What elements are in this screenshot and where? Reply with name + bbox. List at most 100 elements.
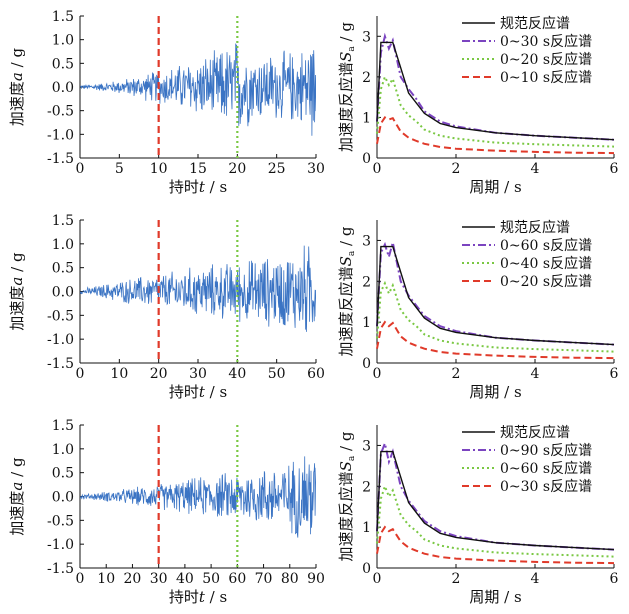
x-axis-label: 周期 / s bbox=[469, 383, 521, 401]
x-tick-label: 10 bbox=[150, 161, 168, 177]
y-tick-label: 0.5 bbox=[52, 466, 74, 482]
y-tick-label: 2 bbox=[362, 70, 371, 86]
y-tick-label: -0.5 bbox=[47, 513, 74, 529]
x-tick-label: 70 bbox=[255, 571, 273, 587]
y-tick-label: -0.5 bbox=[47, 308, 74, 324]
y-tick-label: -1.5 bbox=[47, 151, 74, 167]
x-tick-label: 90 bbox=[307, 571, 325, 587]
y-tick-label: -1.5 bbox=[47, 561, 74, 577]
x-tick-label: 30 bbox=[307, 161, 325, 177]
y-label-unit: / g bbox=[8, 252, 26, 277]
x-label-unit: / s bbox=[205, 178, 227, 196]
x-tick-label: 20 bbox=[228, 161, 246, 177]
spectrum-line bbox=[376, 245, 615, 346]
x-tick-label: 40 bbox=[176, 571, 194, 587]
y-tick-label: 0.0 bbox=[52, 285, 74, 301]
legend-label: 规范反应谱 bbox=[500, 15, 570, 32]
y-tick-label: -0.5 bbox=[47, 104, 74, 120]
spectrum-line bbox=[376, 280, 615, 353]
legend-label: 0~10 s反应谱 bbox=[500, 69, 592, 86]
spectrum-line bbox=[376, 41, 615, 141]
spectrum-line bbox=[376, 320, 615, 360]
x-axis-label: 持时t / s bbox=[169, 588, 227, 606]
y-label-symbol: a bbox=[8, 277, 26, 286]
x-label-name: 周期 bbox=[469, 588, 499, 606]
x-label-unit: / s bbox=[205, 383, 227, 401]
x-tick-label: 0 bbox=[373, 161, 382, 177]
y-label-unit: / g bbox=[337, 431, 355, 456]
spectrum-line bbox=[376, 439, 615, 551]
x-tick-label: 10 bbox=[97, 571, 115, 587]
x-tick-label: 2 bbox=[452, 571, 461, 587]
y-tick-label: 0.5 bbox=[52, 261, 74, 277]
y-tick-label: 0 bbox=[362, 561, 371, 577]
y-tick-label: 1.5 bbox=[52, 213, 74, 229]
x-tick-label: 80 bbox=[281, 571, 299, 587]
y-axis-label: 加速度反应谱Sa / g bbox=[337, 431, 357, 561]
y-tick-label: 0.0 bbox=[52, 80, 74, 96]
y-tick-label: -1.0 bbox=[47, 537, 74, 553]
x-tick-label: 0 bbox=[373, 571, 382, 587]
x-tick-label: 50 bbox=[202, 571, 220, 587]
legend-label: 0~60 s反应谱 bbox=[500, 237, 592, 254]
y-tick-label: 1 bbox=[362, 315, 371, 331]
x-tick-label: 15 bbox=[189, 161, 207, 177]
y-tick-label: 1 bbox=[362, 110, 371, 126]
spectrum-line bbox=[376, 483, 615, 558]
x-tick-label: 60 bbox=[228, 571, 246, 587]
y-label-subscript: a bbox=[347, 250, 357, 256]
y-tick-label: 1.0 bbox=[52, 237, 74, 253]
legend-label: 规范反应谱 bbox=[500, 219, 570, 236]
legend-label: 0~40 s反应谱 bbox=[500, 255, 592, 272]
y-tick-label: 0 bbox=[362, 356, 371, 372]
y-axis-label: 加速度a / g bbox=[8, 48, 26, 127]
legend-label: 规范反应谱 bbox=[500, 424, 570, 441]
legend-label: 0~30 s反应谱 bbox=[500, 33, 592, 50]
spectrum-line bbox=[376, 450, 615, 551]
x-tick-label: 6 bbox=[610, 161, 619, 177]
x-tick-label: 6 bbox=[610, 366, 619, 382]
acceleration-trace bbox=[80, 456, 316, 538]
y-label-subscript: a bbox=[347, 455, 357, 461]
time-history-3: 0 10 20 30 40 50 60 70 80 90 1.5 1.0 0.5 0.0 -0.5 -1.0 -… bbox=[8, 418, 325, 606]
x-tick-label: 50 bbox=[268, 366, 286, 382]
x-tick-label: 0 bbox=[76, 366, 85, 382]
x-tick-label: 6 bbox=[610, 571, 619, 587]
x-label-symbol: t bbox=[199, 383, 206, 401]
x-tick-label: 2 bbox=[452, 161, 461, 177]
y-tick-label: 1.5 bbox=[52, 418, 74, 434]
y-label-name: 加速度反应谱 bbox=[337, 471, 355, 561]
legend-label: 0~60 s反应谱 bbox=[500, 460, 592, 477]
x-label-name: 周期 bbox=[469, 383, 499, 401]
y-label-unit: / g bbox=[8, 48, 26, 73]
y-tick-label: -1.0 bbox=[47, 332, 74, 348]
x-axis-label: 持时t / s bbox=[169, 178, 227, 196]
y-label-name: 加速度 bbox=[8, 81, 26, 126]
x-tick-label: 20 bbox=[124, 571, 142, 587]
y-label-name: 加速度 bbox=[8, 491, 26, 536]
x-tick-label: 4 bbox=[531, 366, 540, 382]
y-tick-label: -1.0 bbox=[47, 127, 74, 143]
x-label-name: 持时 bbox=[169, 383, 199, 401]
x-label-unit: / s bbox=[499, 383, 521, 401]
acceleration-trace bbox=[80, 245, 316, 332]
y-label-unit: / g bbox=[337, 226, 355, 251]
legend-label: 0~90 s反应谱 bbox=[500, 442, 592, 459]
y-label-symbol: a bbox=[8, 72, 26, 81]
y-axis-label: 加速度a / g bbox=[8, 252, 26, 331]
x-tick-label: 4 bbox=[531, 161, 540, 177]
y-tick-label: 3 bbox=[362, 29, 371, 45]
y-tick-label: 1 bbox=[362, 520, 371, 536]
time-history-1: 0 5 10 15 20 25 30 1.5 1.0 0.5 0.0 -0.5 -1.0 -1.5 持时t … bbox=[8, 9, 325, 196]
x-label-symbol: t bbox=[199, 178, 206, 196]
y-label-symbol: S bbox=[337, 256, 355, 266]
x-label-unit: / s bbox=[499, 588, 521, 606]
x-label-name: 持时 bbox=[169, 588, 199, 606]
x-tick-label: 20 bbox=[150, 366, 168, 382]
x-label-unit: / s bbox=[499, 178, 521, 196]
spectrum-line bbox=[376, 74, 615, 148]
y-label-name: 加速度 bbox=[8, 286, 26, 331]
